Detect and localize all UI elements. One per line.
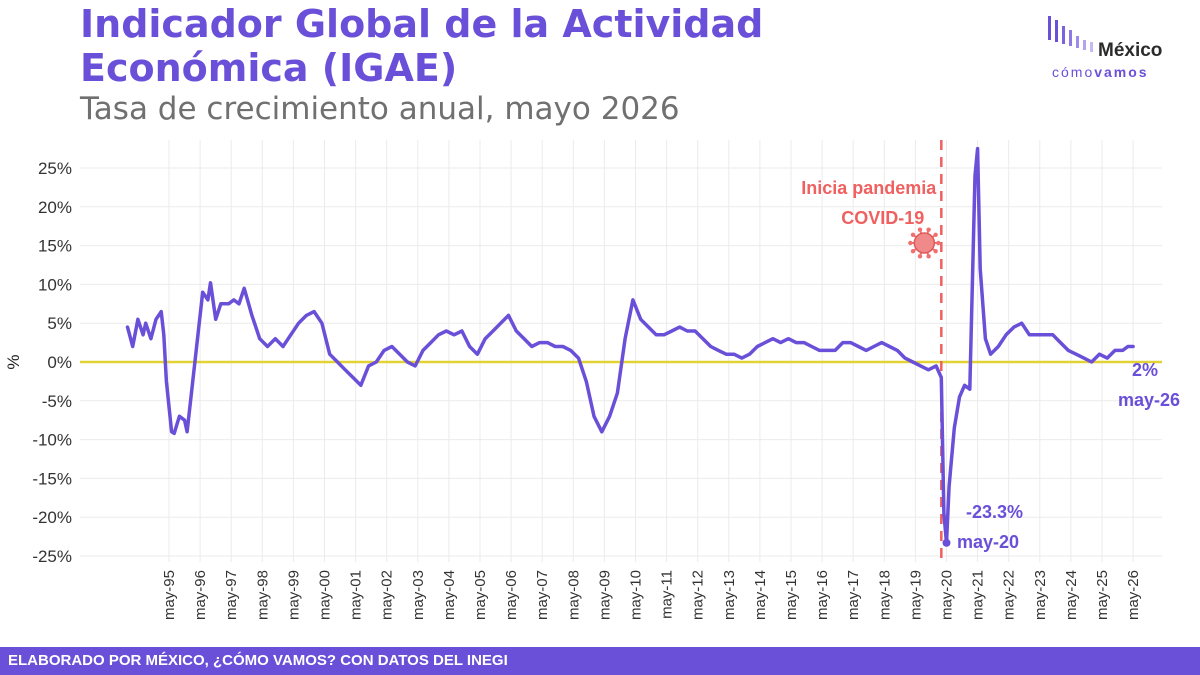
logo-sub-light: cómo [1052, 64, 1095, 80]
min-date-label: may-20 [957, 532, 1019, 552]
logo-subtitle: cómovamos [1052, 64, 1149, 80]
y-tick-label: 5% [47, 314, 72, 333]
x-tick-label: may-02 [379, 570, 396, 620]
x-tick-label: may-16 [814, 570, 831, 620]
last-date-label: may-26 [1118, 390, 1180, 410]
x-tick-label: may-03 [410, 570, 427, 620]
y-axis-label: % [4, 354, 23, 369]
x-tick-label: may-07 [534, 570, 551, 620]
y-tick-label: 20% [38, 198, 72, 217]
virus-spike-tip [926, 254, 931, 259]
x-tick-label: may-09 [596, 570, 613, 620]
x-tick-label: may-26 [1125, 570, 1142, 620]
x-tick-label: may-99 [285, 570, 302, 620]
y-tick-label: -10% [32, 431, 72, 450]
y-tick-label: -15% [32, 469, 72, 488]
y-tick-label: -5% [42, 392, 72, 411]
covid-label-line2: COVID-19 [841, 208, 924, 228]
virus-spike-tip [933, 249, 938, 254]
chart-title: Indicador Global de la Actividad Económi… [80, 2, 764, 90]
virus-spike-tip [910, 232, 916, 237]
x-tick-label: may-00 [317, 570, 334, 620]
igae-series-line [125, 146, 1135, 545]
x-tick-label: may-17 [845, 570, 862, 620]
y-tick-label: 25% [38, 159, 72, 178]
x-tick-label: may-08 [565, 570, 582, 620]
x-tick-label: may-22 [1001, 570, 1018, 620]
logo-bars-icon [1048, 16, 1093, 52]
x-tick-label: may-23 [1032, 570, 1049, 620]
y-tick-label: 10% [38, 275, 72, 294]
x-tick-label: may-25 [1094, 570, 1111, 620]
logo-word: México [1098, 40, 1163, 61]
y-tick-label: 0% [47, 353, 72, 372]
virus-spike-tip [917, 254, 923, 259]
x-tick-label: may-15 [783, 570, 800, 620]
min-point [942, 538, 951, 547]
x-tick-label: may-11 [659, 570, 676, 619]
y-tick-label: 15% [38, 237, 72, 256]
min-value-label: -23.3% [966, 502, 1023, 522]
x-tick-label: may-13 [721, 570, 738, 620]
virus-spike-tip [908, 240, 913, 246]
x-tick-label: may-98 [254, 570, 271, 620]
mexico-como-vamos-logo: México cómovamos [1046, 12, 1186, 82]
x-tick-label: may-95 [161, 570, 178, 620]
x-tick-label: may-06 [503, 570, 520, 620]
virus-icon [908, 227, 941, 259]
x-tick-label: may-18 [876, 570, 893, 620]
x-tick-label: may-05 [472, 570, 489, 620]
x-tick-label: may-24 [1063, 570, 1080, 620]
covid-label-line1: Inicia pandemia [801, 178, 937, 198]
x-tick-label: may-97 [223, 570, 240, 620]
y-tick-label: -20% [32, 508, 72, 527]
virus-body [913, 232, 936, 254]
x-tick-label: may-12 [690, 570, 707, 620]
x-tick-label: may-14 [752, 570, 769, 620]
virus-spike-tip [917, 227, 923, 232]
virus-spike-tip [910, 249, 916, 254]
last-value-label: 2% [1132, 360, 1158, 380]
footer-source: ELABORADO POR MÉXICO, ¿CÓMO VAMOS? CON D… [0, 647, 1200, 675]
virus-spike-tip [936, 240, 941, 246]
line-chart: may-95 may-96 may-97 may-98 may-99 may-00 may-… [4, 140, 1180, 620]
x-tick-label: may-20 [939, 570, 956, 620]
x-tick-label: may-01 [348, 570, 365, 620]
x-tick-label: may-10 [628, 570, 645, 620]
virus-spike-tip [926, 227, 931, 232]
x-tick-label: may-04 [441, 570, 458, 620]
chart-subtitle: Tasa de crecimiento anual, mayo 2026 [80, 91, 680, 127]
x-tick-label: may-19 [907, 570, 924, 620]
y-tick-label: -25% [32, 547, 72, 566]
logo-sub-bold: vamos [1094, 64, 1149, 80]
x-tick-label: may-21 [970, 570, 987, 620]
virus-spike-tip [933, 232, 938, 237]
x-tick-label: may-96 [192, 570, 209, 620]
